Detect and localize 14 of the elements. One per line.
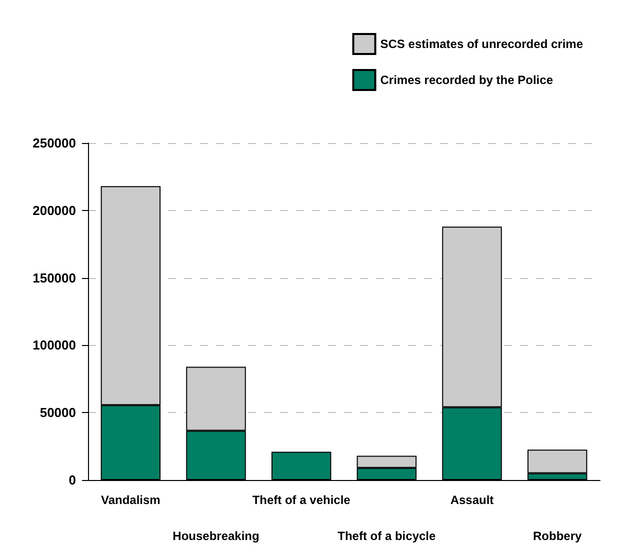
x-tick-label: Housebreaking [172,529,260,543]
legend-label: Crimes recorded by the Police [380,73,554,87]
x-tick-label: Robbery [532,529,582,543]
x-tick-label: Theft of a bicycle [338,529,436,543]
x-tick-label: Assault [450,493,494,507]
y-tick-label: 200000 [32,202,76,218]
y-tick-label: 250000 [32,136,76,150]
y-tick-label: 0 [68,472,76,488]
x-tick-label: Theft of a vehicle [252,493,351,507]
y-tick-label: 50000 [40,405,76,420]
y-tick-label: 150000 [32,270,76,286]
y-tick-label: 100000 [32,338,76,353]
legend-label: SCS estimates of unrecorded crime [380,37,584,51]
x-tick-label: Vandalism [100,493,160,507]
